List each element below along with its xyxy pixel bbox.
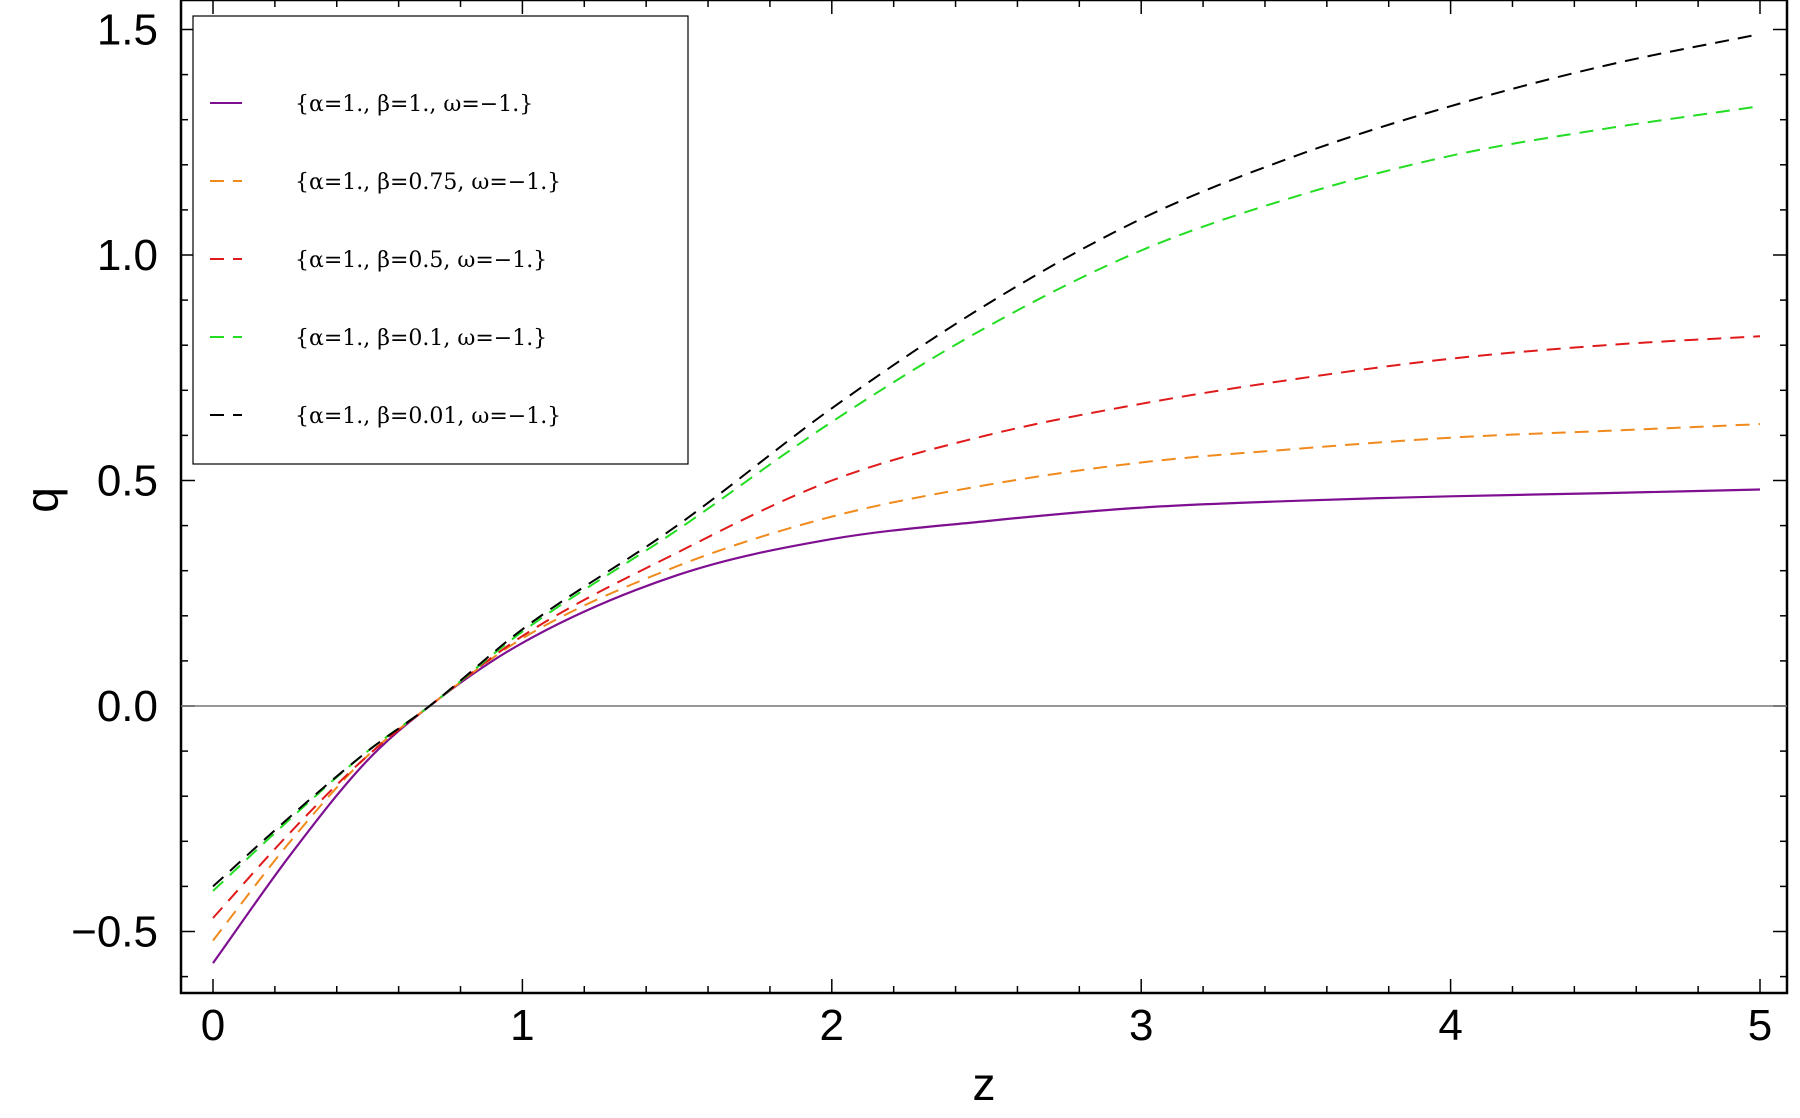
x-tick-label: 1 <box>510 1001 534 1050</box>
series-line-5 <box>212 33 1761 888</box>
y-tick-label: 0.5 <box>97 457 158 506</box>
legend-label: {α=1., β=0.75, ω=−1.} <box>295 170 561 195</box>
y-tick-label: 1.5 <box>97 6 158 55</box>
plot-frame <box>179 0 1789 995</box>
y-tick-label: −0.5 <box>71 908 158 957</box>
y-tick-label: 1.0 <box>97 231 158 280</box>
x-tick-label: 5 <box>1748 1001 1772 1050</box>
legend-label: {α=1., β=0.5, ω=−1.} <box>295 248 547 273</box>
ticks <box>181 0 1787 993</box>
tick-labels: 0 1 2 3 4 5 −0.5 0.0 0.5 1.0 1.5 <box>71 6 1772 1051</box>
x-tick-label: 3 <box>1129 1001 1153 1050</box>
series-line-3 <box>212 335 1761 919</box>
legend-label: {α=1., β=1., ω=−1.} <box>295 92 533 117</box>
y-tick-label: 0.0 <box>97 682 158 731</box>
legend-label: {α=1., β=0.1, ω=−1.} <box>295 326 547 351</box>
series-line-2 <box>212 423 1761 942</box>
x-tick-label: 0 <box>201 1001 225 1050</box>
series-line-4 <box>212 105 1761 892</box>
x-axis-title: z <box>973 1058 996 1110</box>
legend: {α=1., β=1., ω=−1.} {α=1., β=0.75, ω=−1.}… <box>192 15 689 465</box>
series-group <box>212 33 1761 964</box>
legend-box <box>192 15 689 465</box>
x-tick-label: 2 <box>820 1001 844 1050</box>
legend-label: {α=1., β=0.01, ω=−1.} <box>295 404 561 429</box>
x-tick-label: 4 <box>1438 1001 1462 1050</box>
y-axis-title: q <box>16 487 68 513</box>
series-line-1 <box>212 488 1761 964</box>
